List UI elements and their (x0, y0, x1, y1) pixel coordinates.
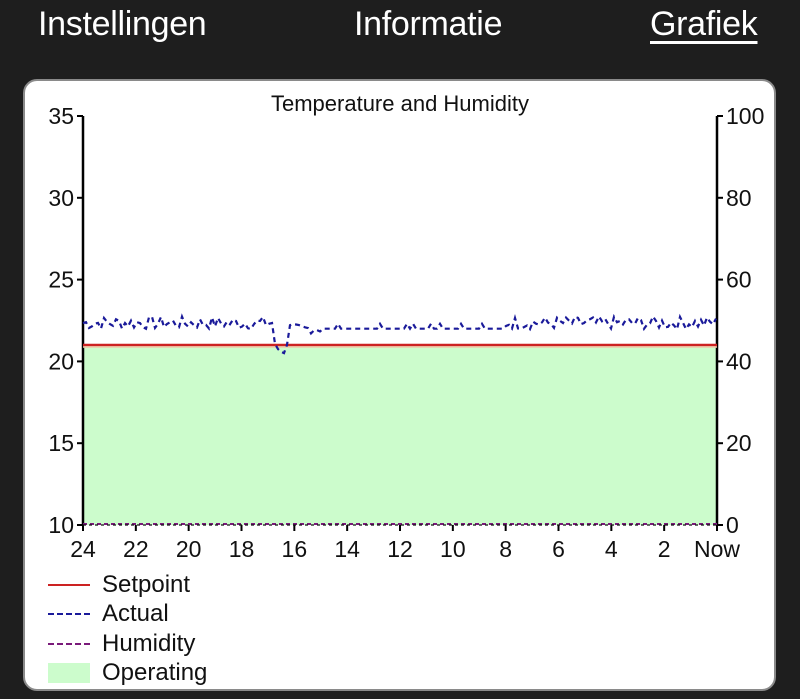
left-axis: 35 30 25 20 15 10 (48, 103, 83, 538)
setpoint-swatch-icon (48, 577, 90, 593)
left-axis-tick-label: 15 (48, 430, 74, 456)
left-axis-tick-label: 25 (48, 267, 74, 293)
x-axis-tick-label: 20 (176, 536, 202, 562)
left-axis-tick-label: 10 (48, 512, 74, 538)
x-axis-tick-label: 2 (658, 536, 671, 562)
right-axis: 100 80 60 40 20 0 (717, 103, 764, 538)
x-axis-tick-label: 16 (282, 536, 308, 562)
x-axis-tick-label: 10 (440, 536, 466, 562)
legend-item-setpoint: Setpoint (48, 570, 207, 600)
actual-swatch-icon (48, 606, 90, 622)
x-axis-tick-label: 12 (387, 536, 413, 562)
x-axis: 24 22 20 18 16 14 12 10 8 6 4 2 Now (70, 525, 740, 562)
operating-area (83, 345, 717, 525)
left-axis-tick-label: 20 (48, 348, 74, 374)
x-axis-tick-label: 8 (499, 536, 512, 562)
x-axis-tick-label: 4 (605, 536, 618, 562)
left-axis-tick-label: 30 (48, 185, 74, 211)
x-axis-tick-label: 14 (334, 536, 360, 562)
legend-item-humidity: Humidity (48, 629, 207, 659)
x-axis-tick-label: 24 (70, 536, 96, 562)
legend-item-actual: Actual (48, 600, 207, 630)
right-axis-tick-label: 100 (726, 103, 764, 129)
right-axis-tick-label: 40 (726, 348, 752, 374)
chart-legend: Setpoint Actual Humidity Operating (48, 570, 207, 688)
legend-item-operating: Operating (48, 659, 207, 689)
chart-title: Temperature and Humidity (271, 91, 529, 116)
humidity-swatch-icon (48, 636, 90, 652)
right-axis-tick-label: 0 (726, 512, 739, 538)
x-axis-tick-label: 6 (552, 536, 565, 562)
x-axis-tick-label: Now (694, 536, 740, 562)
operating-swatch-icon (48, 663, 90, 683)
x-axis-tick-label: 22 (123, 536, 149, 562)
right-axis-tick-label: 80 (726, 185, 752, 211)
left-axis-tick-label: 35 (48, 103, 74, 129)
x-axis-tick-label: 18 (229, 536, 255, 562)
right-axis-tick-label: 60 (726, 267, 752, 293)
right-axis-tick-label: 20 (726, 430, 752, 456)
